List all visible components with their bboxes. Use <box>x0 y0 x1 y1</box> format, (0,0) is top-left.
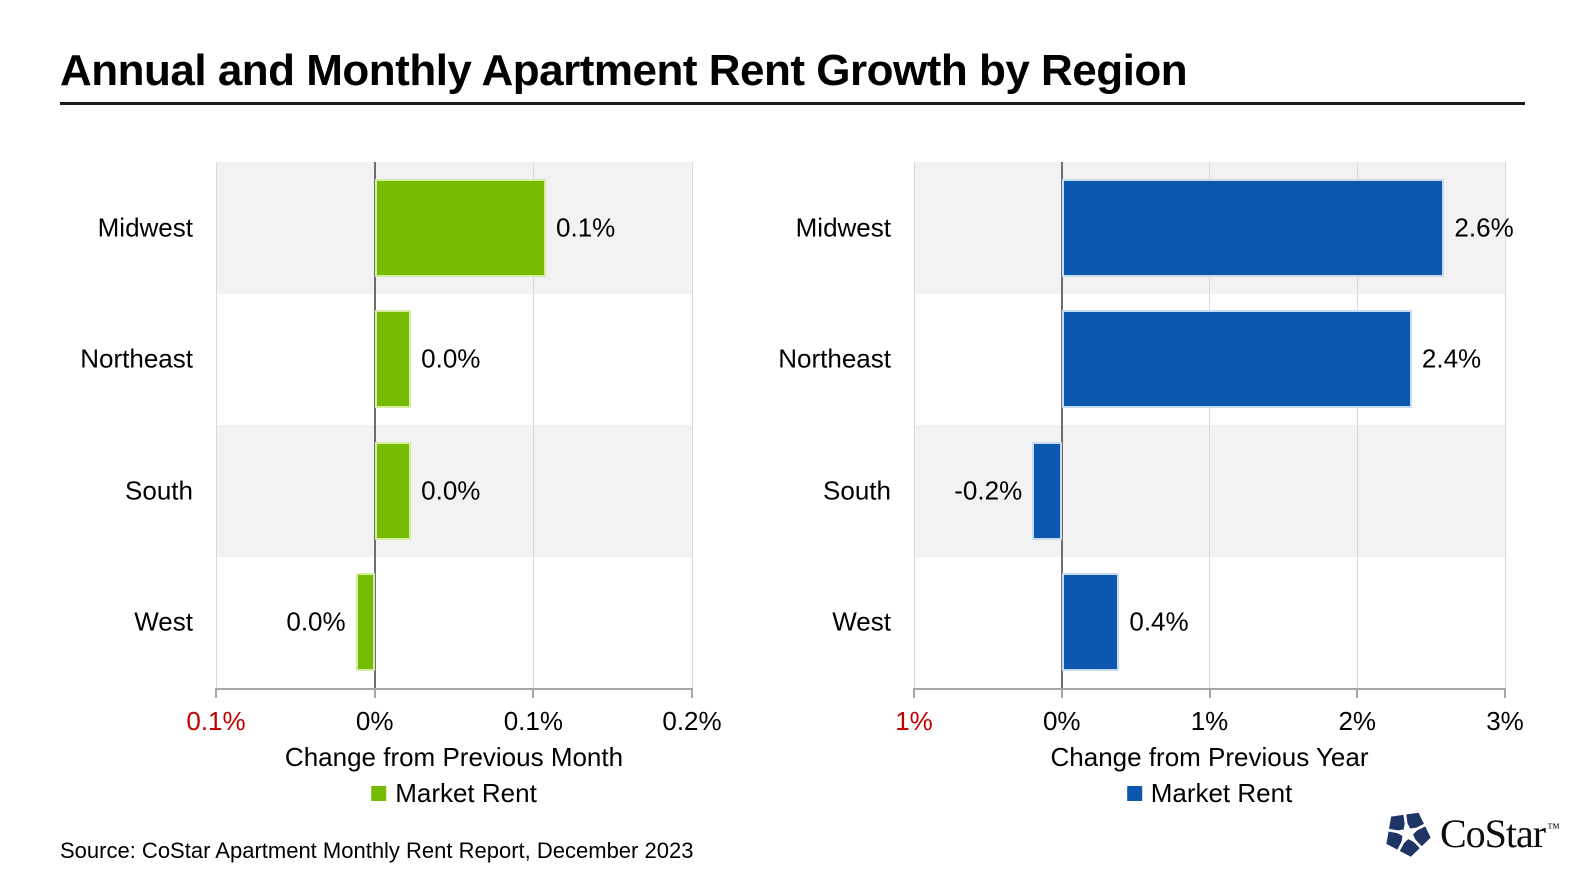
gridline <box>1356 162 1358 688</box>
legend-swatch-icon <box>371 786 387 801</box>
x-axis-title: Change from Previous Month <box>284 742 624 772</box>
data-label: 0.1% <box>556 212 616 243</box>
category-label: West <box>832 606 891 637</box>
bar-northeast <box>374 310 412 409</box>
legend: Market Rent <box>1126 778 1293 809</box>
category-label: South <box>125 475 193 506</box>
costar-logo: CoStar ™ <box>1384 810 1560 857</box>
x-axis-tick <box>1356 688 1359 698</box>
x-axis-tick <box>913 688 915 698</box>
trademark-symbol: ™ <box>1547 820 1560 835</box>
category-label: Northeast <box>778 343 891 374</box>
bar-south <box>374 441 412 540</box>
bar-midwest <box>1061 178 1445 277</box>
x-axis-tick <box>1504 688 1506 698</box>
category-label: Midwest <box>795 212 891 243</box>
x-tick-label: 1% <box>895 706 933 736</box>
x-tick-label: 0.1% <box>186 706 246 736</box>
costar-logo-icon <box>1384 810 1431 857</box>
x-tick-label: 1% <box>1190 706 1229 736</box>
gridline <box>1504 162 1506 688</box>
x-axis-tick <box>532 688 535 698</box>
category-label: West <box>134 606 193 637</box>
gridline <box>913 162 915 688</box>
data-label: 0.0% <box>421 475 481 506</box>
zero-line <box>1060 162 1063 688</box>
legend: Market Rent <box>371 778 537 809</box>
x-tick-label: 3% <box>1486 706 1524 736</box>
gridline <box>691 162 693 688</box>
costar-wordmark: CoStar <box>1440 811 1546 856</box>
bar-south <box>1032 441 1062 540</box>
zero-line <box>373 162 376 688</box>
x-tick-label: 0% <box>355 706 394 736</box>
x-tick-label: 2% <box>1338 706 1377 736</box>
source-note: Source: CoStar Apartment Monthly Rent Re… <box>60 838 694 863</box>
data-label: 0.0% <box>286 606 346 637</box>
x-tick-label: 0% <box>1042 706 1081 736</box>
category-label: Midwest <box>97 212 193 243</box>
x-axis-tick <box>1208 688 1211 698</box>
x-axis-tick <box>1060 688 1063 698</box>
legend-label: Market Rent <box>395 778 537 808</box>
data-label: -0.2% <box>954 475 1023 506</box>
data-label: 2.6% <box>1454 212 1514 243</box>
title-underline <box>60 102 1525 105</box>
legend-swatch-icon <box>1126 786 1142 801</box>
legend-label: Market Rent <box>1150 778 1293 808</box>
x-tick-label: 0.1% <box>503 706 563 736</box>
x-axis-line <box>216 688 692 690</box>
x-axis-tick <box>691 688 693 698</box>
x-tick-label: 0.2% <box>662 706 722 736</box>
bar-west <box>355 573 375 672</box>
costar-logo-text: CoStar ™ <box>1440 810 1560 857</box>
gridline <box>532 162 534 688</box>
bar-northeast <box>1061 310 1412 409</box>
page-title: Annual and Monthly Apartment Rent Growth… <box>60 46 1188 95</box>
gridline <box>215 162 217 688</box>
bar-west <box>1061 573 1120 672</box>
data-label: 0.4% <box>1129 606 1189 637</box>
gridline <box>1209 162 1210 688</box>
category-label: Northeast <box>80 343 193 374</box>
x-axis-title: Change from Previous Year <box>1050 742 1369 772</box>
data-label: 0.0% <box>421 343 481 374</box>
category-label: South <box>823 475 891 506</box>
x-axis-tick <box>215 688 217 698</box>
bar-midwest <box>374 178 547 277</box>
data-label: 2.4% <box>1421 343 1482 374</box>
row-band <box>216 425 692 557</box>
x-axis-tick <box>373 688 376 698</box>
